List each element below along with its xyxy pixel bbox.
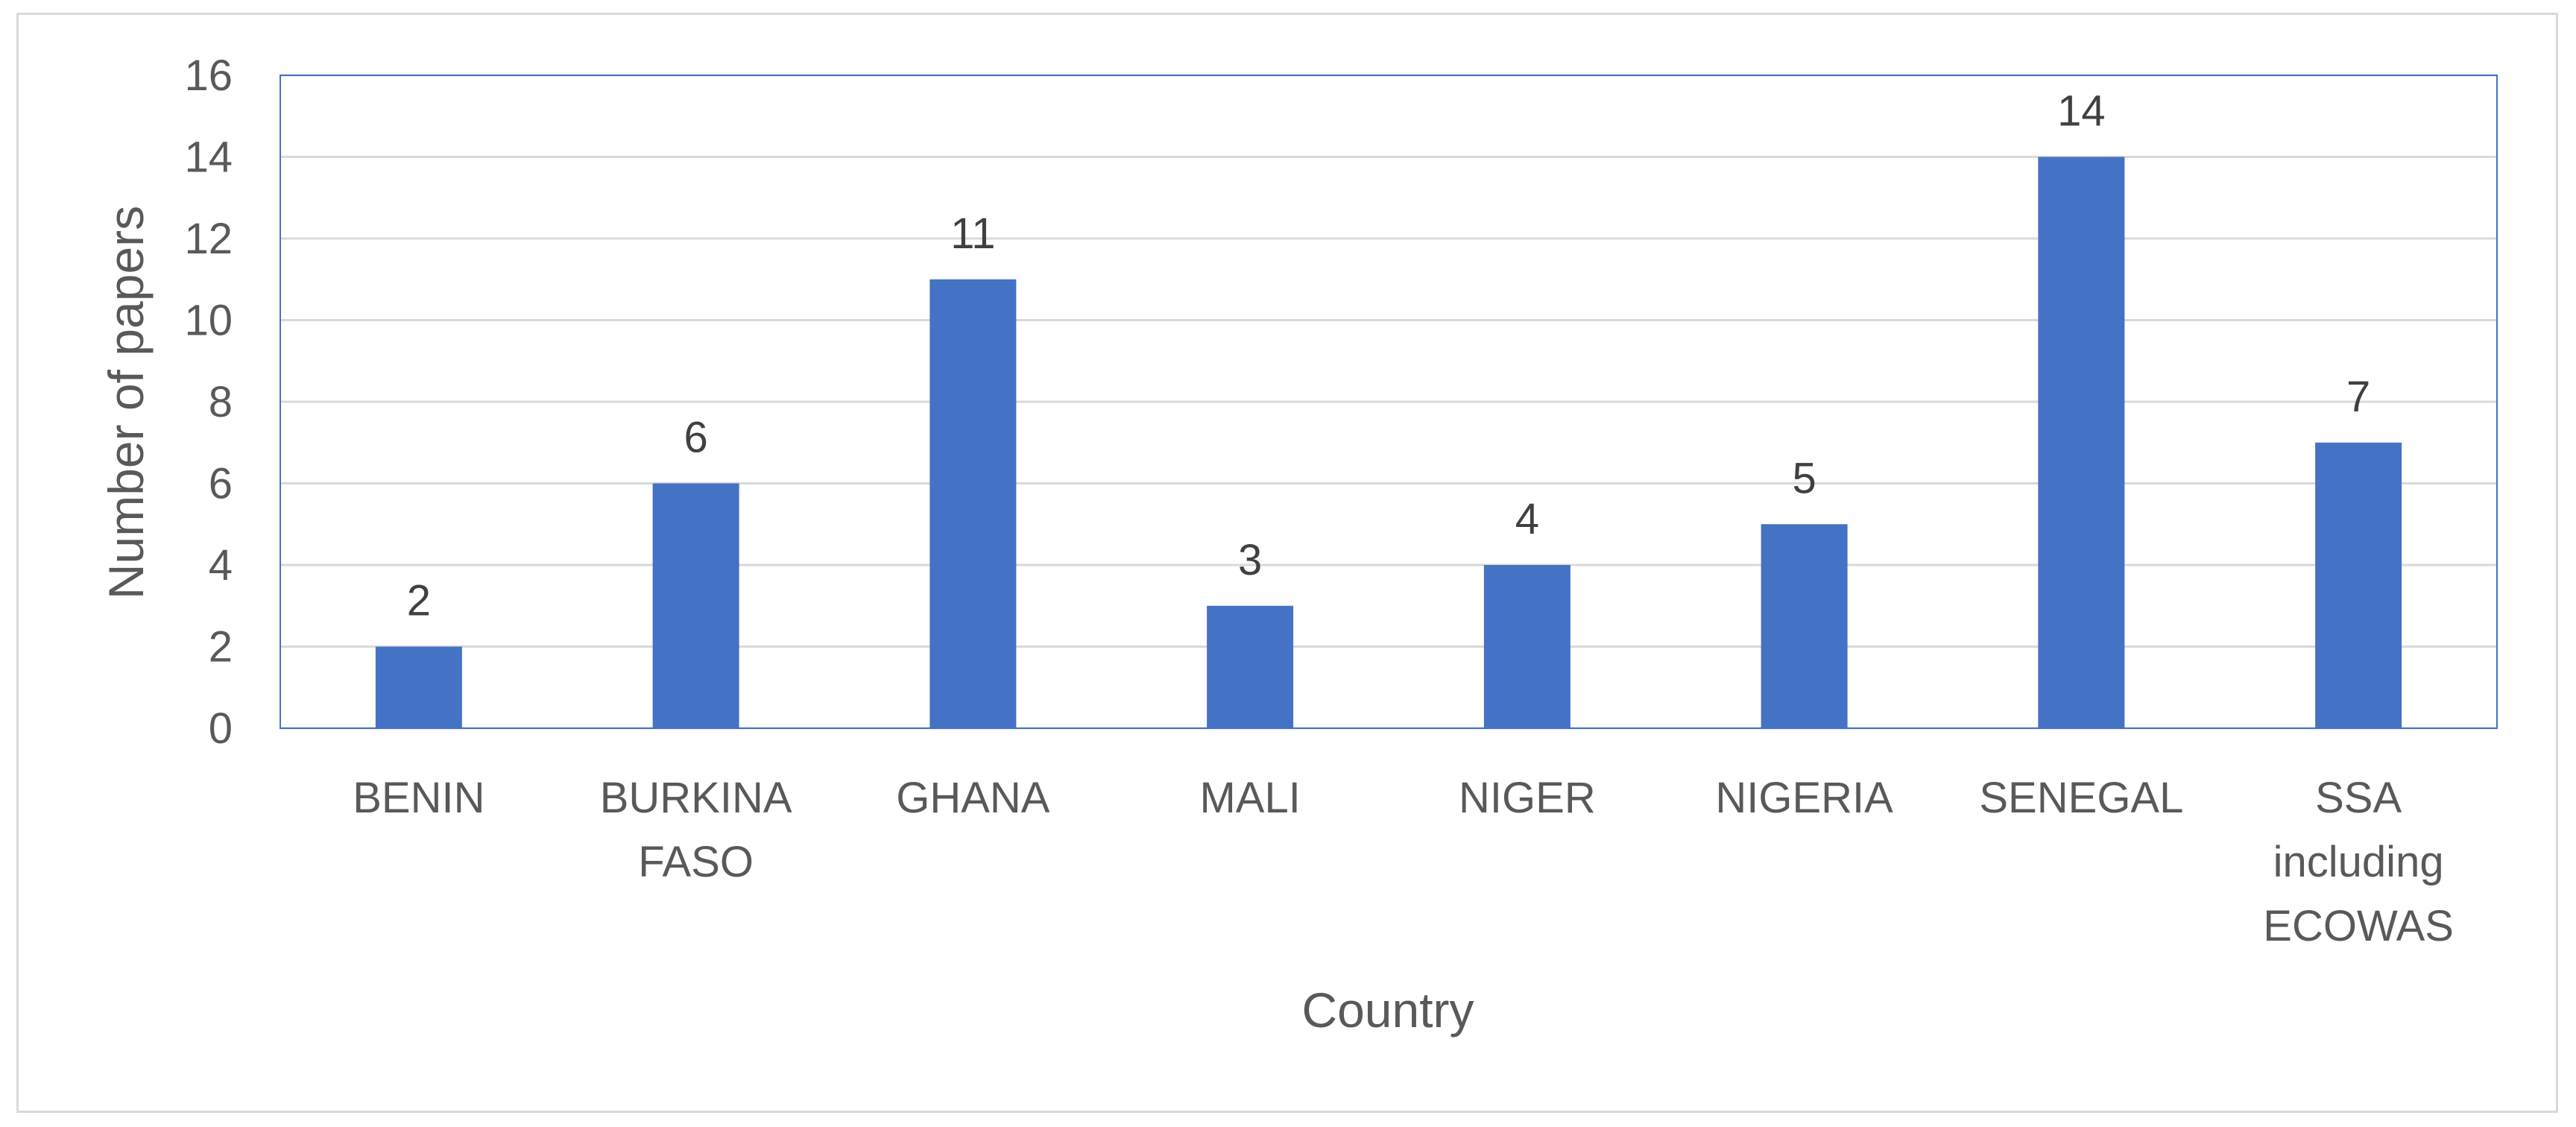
x-category-label: SSA including ECOWAS: [2263, 774, 2454, 950]
data-label: 14: [2057, 87, 2106, 136]
y-tick-label: 12: [184, 215, 233, 263]
bar: [2038, 157, 2125, 728]
y-tick-label: 4: [209, 541, 233, 590]
y-tick-label: 6: [209, 460, 233, 508]
plot-border: [280, 75, 2498, 729]
data-labels: 2 6 11 3 4 5 14 7: [407, 87, 2371, 625]
x-category-label: BENIN: [353, 774, 484, 822]
x-category-label: NIGER: [1459, 774, 1596, 822]
bar: [375, 646, 462, 728]
data-label: 6: [684, 414, 707, 462]
data-label: 2: [407, 577, 431, 625]
y-tick-label: 14: [184, 133, 233, 182]
bar: [1483, 565, 1570, 728]
gridlines: [280, 74, 2497, 730]
y-axis-ticks: 0 2 4 6 8 10 12 14 16: [184, 51, 233, 753]
data-label: 4: [1515, 495, 1539, 543]
data-label: 11: [950, 209, 995, 258]
x-category-label: SENEGAL: [1979, 774, 2183, 822]
data-label: 3: [1238, 536, 1262, 584]
chart-frame: [16, 13, 2558, 1113]
y-tick-label: 10: [184, 297, 233, 345]
data-label: 7: [2346, 373, 2370, 421]
x-category-label: MALI: [1199, 774, 1300, 822]
x-axis-categories: BENIN BURKINA FASO GHANA MALI NIGER NIGERIA SEN…: [353, 774, 2454, 950]
data-label: 5: [1792, 454, 1816, 502]
bar: [2315, 442, 2402, 728]
y-tick-label: 8: [209, 378, 233, 426]
x-category-label: BURKINA FASO: [600, 774, 792, 886]
x-axis-title: Country: [1301, 982, 1474, 1038]
bars: [375, 157, 2402, 728]
bar: [652, 483, 739, 728]
bar: [1761, 524, 1848, 728]
x-category-label: GHANA: [896, 774, 1050, 822]
x-category-label: NIGERIA: [1715, 774, 1893, 822]
y-axis-title: Number of papers: [98, 206, 154, 599]
plot-area-border: [280, 75, 2498, 729]
y-tick-label: 2: [209, 623, 233, 672]
bar: [1207, 605, 1294, 728]
y-tick-label: 16: [184, 51, 233, 100]
y-tick-label: 0: [209, 704, 233, 753]
bar: [929, 279, 1017, 728]
